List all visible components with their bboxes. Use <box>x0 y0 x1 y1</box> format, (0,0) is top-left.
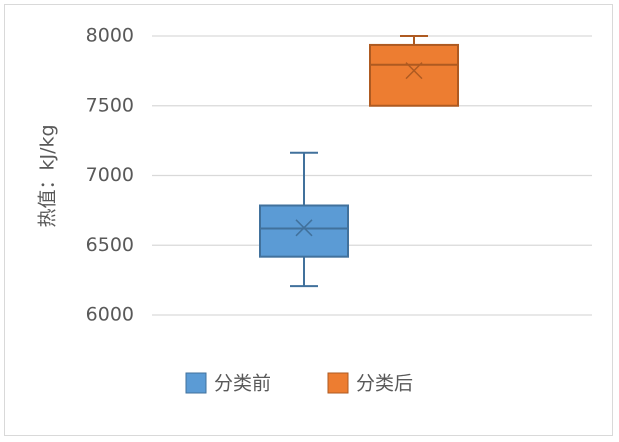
chart-frame <box>4 4 613 436</box>
y-tick-label: 6500 <box>86 234 134 256</box>
legend-label: 分类后 <box>356 373 413 395</box>
legend-swatch <box>327 372 349 394</box>
y-axis-label: 热值：kJ/kg <box>37 124 59 227</box>
y-tick-label: 8000 <box>86 25 134 47</box>
legend-swatch <box>185 372 207 394</box>
mean-marker <box>295 219 313 237</box>
box-2 <box>369 35 459 107</box>
box-body <box>369 43 459 107</box>
box-body <box>259 204 349 258</box>
legend-label: 分类前 <box>214 373 271 395</box>
y-tick-label: 7500 <box>86 94 134 116</box>
y-tick-label: 6000 <box>86 304 134 326</box>
box-1 <box>259 151 349 288</box>
y-tick-label: 7000 <box>86 164 134 186</box>
legend-item-1: 分类前 <box>185 372 271 395</box>
mean-marker <box>405 62 423 80</box>
legend-item-2: 分类后 <box>327 372 413 395</box>
